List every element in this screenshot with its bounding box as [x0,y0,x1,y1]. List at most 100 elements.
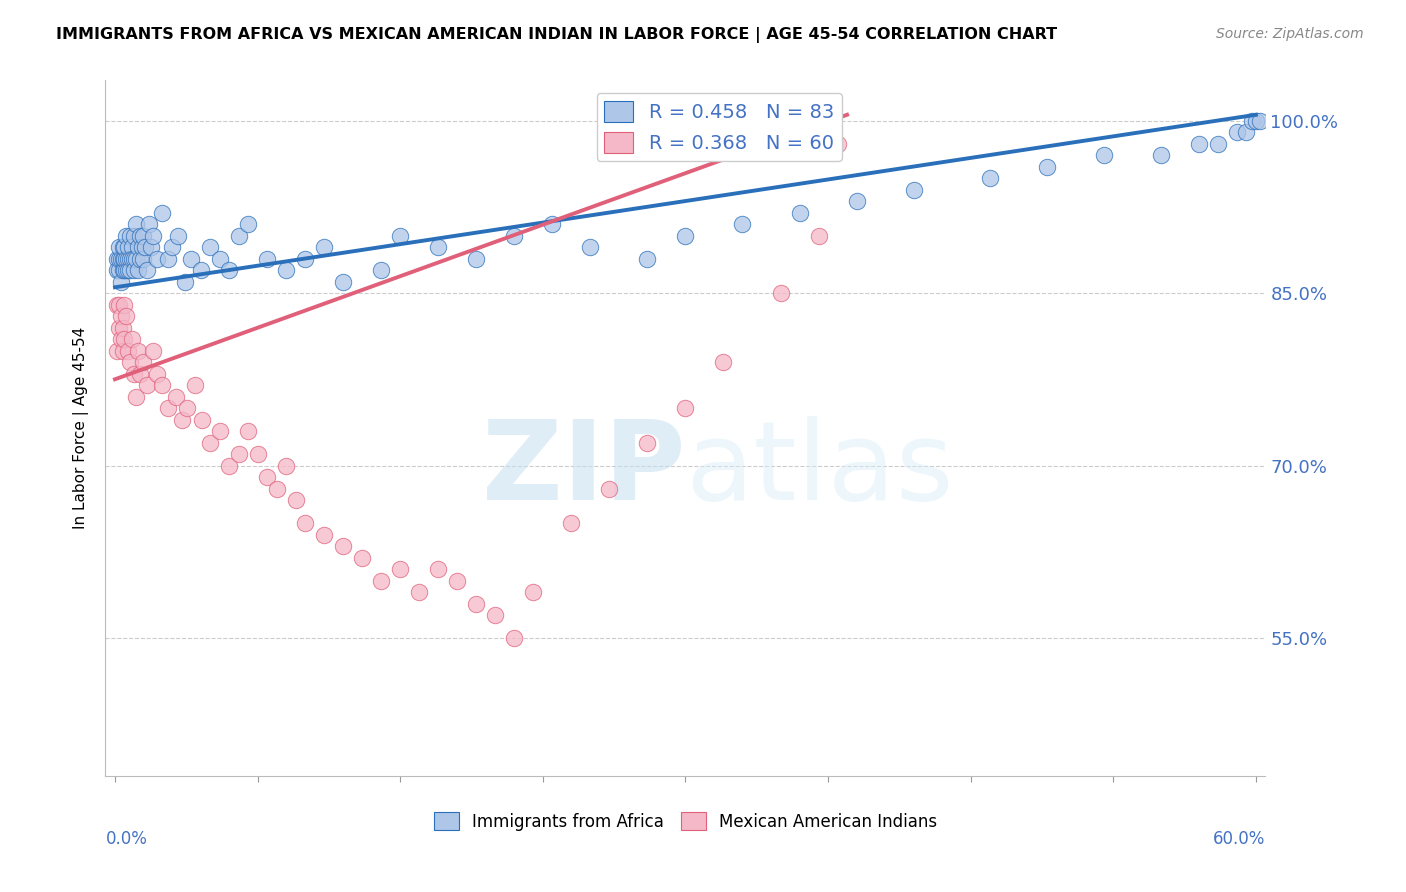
Point [132,252,155,266]
Point [446,574,468,588]
Point [503,631,526,645]
Point [111,343,134,358]
Point [274,458,297,473]
Point [152,378,174,392]
Point [122,367,145,381]
Point [1092,148,1115,162]
Point [127,343,149,358]
Text: 0.0%: 0.0% [105,830,148,847]
Point [1234,125,1257,139]
Point [370,263,392,277]
Point [117,252,139,266]
Point [128,252,150,266]
Point [1226,125,1249,139]
Point [105,343,128,358]
Point [408,585,430,599]
Point [120,355,142,369]
Point [111,240,134,254]
Point [1206,136,1229,151]
Point [284,493,307,508]
Point [332,539,354,553]
Point [190,263,212,277]
Point [208,252,231,266]
Point [107,320,129,334]
Point [105,252,128,266]
Point [114,332,136,346]
Point [266,482,288,496]
Point [170,412,193,426]
Point [131,240,153,254]
Text: atlas: atlas [686,417,953,524]
Point [522,585,544,599]
Point [1035,160,1057,174]
Point [675,401,697,415]
Point [117,263,139,277]
Point [274,263,297,277]
Point [246,447,269,461]
Legend: Immigrants from Africa, Mexican American Indians: Immigrants from Africa, Mexican American… [427,805,943,838]
Point [122,228,145,243]
Point [128,228,150,243]
Point [427,562,450,576]
Text: 60.0%: 60.0% [1213,830,1265,847]
Point [111,320,134,334]
Point [157,252,180,266]
Point [115,309,138,323]
Point [125,217,148,231]
Point [465,597,488,611]
Point [198,435,221,450]
Point [111,263,134,277]
Point [174,275,197,289]
Point [110,332,132,346]
Point [107,240,129,254]
Point [560,516,582,530]
Text: IMMIGRANTS FROM AFRICA VS MEXICAN AMERICAN INDIAN IN LABOR FORCE | AGE 45-54 COR: IMMIGRANTS FROM AFRICA VS MEXICAN AMERIC… [56,27,1057,43]
Point [110,275,132,289]
Point [114,263,136,277]
Point [1241,113,1264,128]
Point [122,252,145,266]
Point [110,309,132,323]
Point [675,228,697,243]
Point [228,447,250,461]
Point [115,263,138,277]
Point [789,205,811,219]
Point [184,378,207,392]
Point [176,401,198,415]
Point [138,217,160,231]
Point [769,286,792,301]
Point [389,562,412,576]
Point [332,275,354,289]
Point [218,263,240,277]
Point [122,263,145,277]
Point [121,240,143,254]
Point [180,252,202,266]
Point [352,550,374,565]
Point [807,228,830,243]
Point [1249,113,1271,128]
Point [465,252,488,266]
Point [105,263,128,277]
Point [598,482,620,496]
Point [146,367,169,381]
Point [157,401,180,415]
Point [114,252,136,266]
Point [294,252,316,266]
Point [120,263,142,277]
Point [636,435,658,450]
Point [191,412,214,426]
Point [903,182,925,196]
Point [256,470,278,484]
Point [125,390,148,404]
Point [236,217,259,231]
Point [208,424,231,438]
Point [389,228,412,243]
Point [114,240,136,254]
Y-axis label: In Labor Force | Age 45-54: In Labor Force | Age 45-54 [73,327,90,529]
Point [127,240,149,254]
Point [427,240,450,254]
Point [136,378,159,392]
Point [1150,148,1173,162]
Point [236,424,259,438]
Point [503,228,526,243]
